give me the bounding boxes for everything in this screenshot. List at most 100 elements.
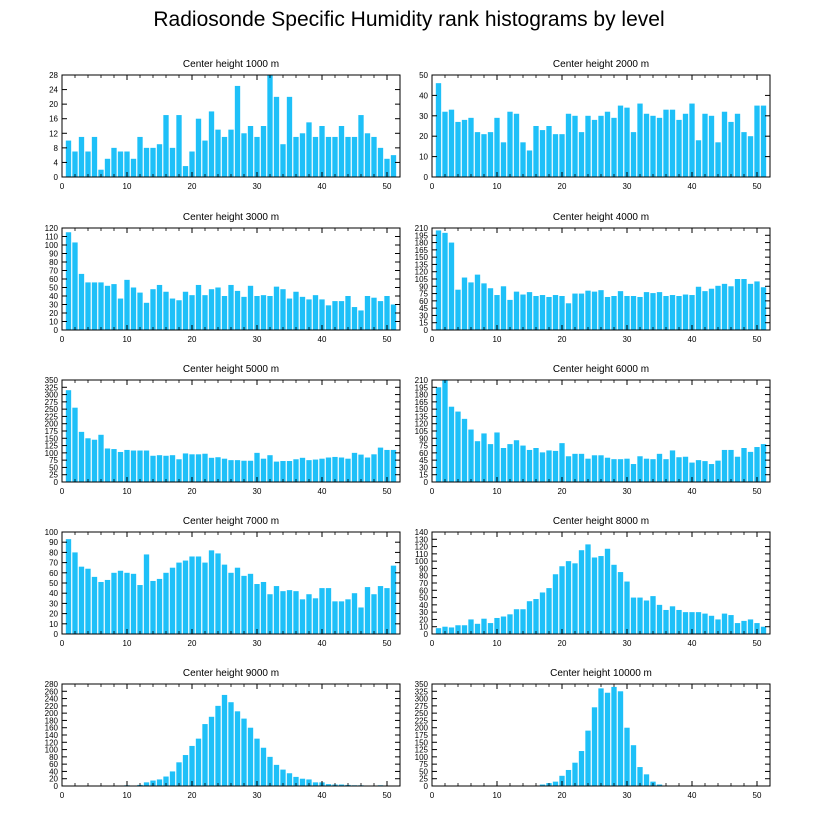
bar <box>280 461 286 482</box>
bar <box>65 140 72 177</box>
bar <box>260 295 267 330</box>
bar <box>351 136 358 177</box>
bar <box>604 692 611 786</box>
bar <box>435 628 442 634</box>
bar <box>669 606 676 634</box>
bar <box>273 286 280 330</box>
bar <box>747 136 754 177</box>
y-tick-label: 135 <box>415 412 429 421</box>
y-tick-label: 0 <box>424 173 429 182</box>
bar <box>117 451 124 482</box>
y-tick-label: 50 <box>419 71 428 80</box>
bar <box>552 781 559 786</box>
chart-title: Center height 7000 m <box>183 516 279 527</box>
bar <box>117 151 124 177</box>
y-tick-label: 200 <box>45 709 59 718</box>
bar <box>552 295 559 330</box>
bar <box>358 115 364 177</box>
bar <box>137 585 143 634</box>
bar <box>669 109 676 177</box>
bar <box>163 115 169 177</box>
x-tick-label: 40 <box>688 487 697 496</box>
bar <box>371 594 377 634</box>
y-tick-label: 325 <box>45 383 59 392</box>
bar <box>364 457 371 482</box>
bar <box>598 688 604 786</box>
bar <box>728 121 734 177</box>
bar <box>156 779 163 786</box>
bar <box>176 459 182 482</box>
bar <box>461 277 468 330</box>
bar <box>150 289 156 330</box>
bar <box>280 289 286 330</box>
y-tick-label: 105 <box>415 275 429 284</box>
bar <box>565 456 572 482</box>
y-tick-label: 150 <box>415 405 429 414</box>
bar <box>702 461 708 482</box>
bar <box>332 601 338 634</box>
bar <box>260 126 267 177</box>
bar <box>390 155 397 177</box>
x-tick-label: 10 <box>123 182 132 191</box>
chart-panel: Center height 5000 m02550751001251501752… <box>45 364 401 496</box>
bar <box>526 150 533 177</box>
bar <box>293 291 299 330</box>
bar <box>455 289 461 330</box>
bar <box>448 627 455 634</box>
bar <box>280 769 286 786</box>
y-tick-label: 40 <box>49 292 58 301</box>
bar <box>111 449 117 482</box>
bar <box>637 767 643 786</box>
bar <box>760 287 767 330</box>
chart-title: Center height 6000 m <box>553 364 649 375</box>
x-tick-label: 20 <box>188 639 197 648</box>
bar <box>215 129 221 177</box>
chart-title: Center height 9000 m <box>183 668 279 679</box>
y-tick-label: 175 <box>415 731 429 740</box>
bar <box>578 293 585 330</box>
x-tick-label: 10 <box>123 487 132 496</box>
bar <box>85 568 91 634</box>
bar <box>585 290 591 330</box>
bar <box>299 133 306 177</box>
bar <box>468 619 474 634</box>
bar <box>734 623 741 634</box>
x-tick-label: 0 <box>60 335 65 344</box>
bar <box>715 460 721 482</box>
bar <box>630 132 637 177</box>
y-tick-label: 75 <box>419 442 428 451</box>
bar <box>143 302 150 330</box>
bar <box>689 612 695 634</box>
bar <box>306 460 312 482</box>
bar <box>195 118 202 177</box>
y-tick-label: 50 <box>49 579 58 588</box>
bar <box>254 296 260 330</box>
bar <box>734 113 741 177</box>
bar <box>643 292 650 330</box>
bar <box>169 771 176 786</box>
bar <box>150 580 156 634</box>
bar <box>78 566 85 634</box>
bar <box>163 291 169 330</box>
bar <box>650 596 656 634</box>
x-tick-label: 10 <box>123 639 132 648</box>
x-tick-label: 0 <box>430 182 435 191</box>
y-tick-label: 15 <box>419 319 428 328</box>
bar <box>195 556 202 634</box>
bar <box>448 109 455 177</box>
bar <box>546 296 552 330</box>
bar <box>760 626 767 634</box>
x-tick-label: 40 <box>688 639 697 648</box>
bar <box>143 147 150 177</box>
x-tick-label: 10 <box>493 639 502 648</box>
bar <box>481 618 487 634</box>
bar <box>663 609 669 634</box>
bar <box>669 450 676 482</box>
bar <box>591 119 598 177</box>
bar <box>656 784 663 786</box>
bar <box>208 289 215 330</box>
y-tick-label: 140 <box>415 528 429 537</box>
bar <box>559 775 565 786</box>
bar <box>708 615 715 634</box>
y-tick-label: 300 <box>415 695 429 704</box>
